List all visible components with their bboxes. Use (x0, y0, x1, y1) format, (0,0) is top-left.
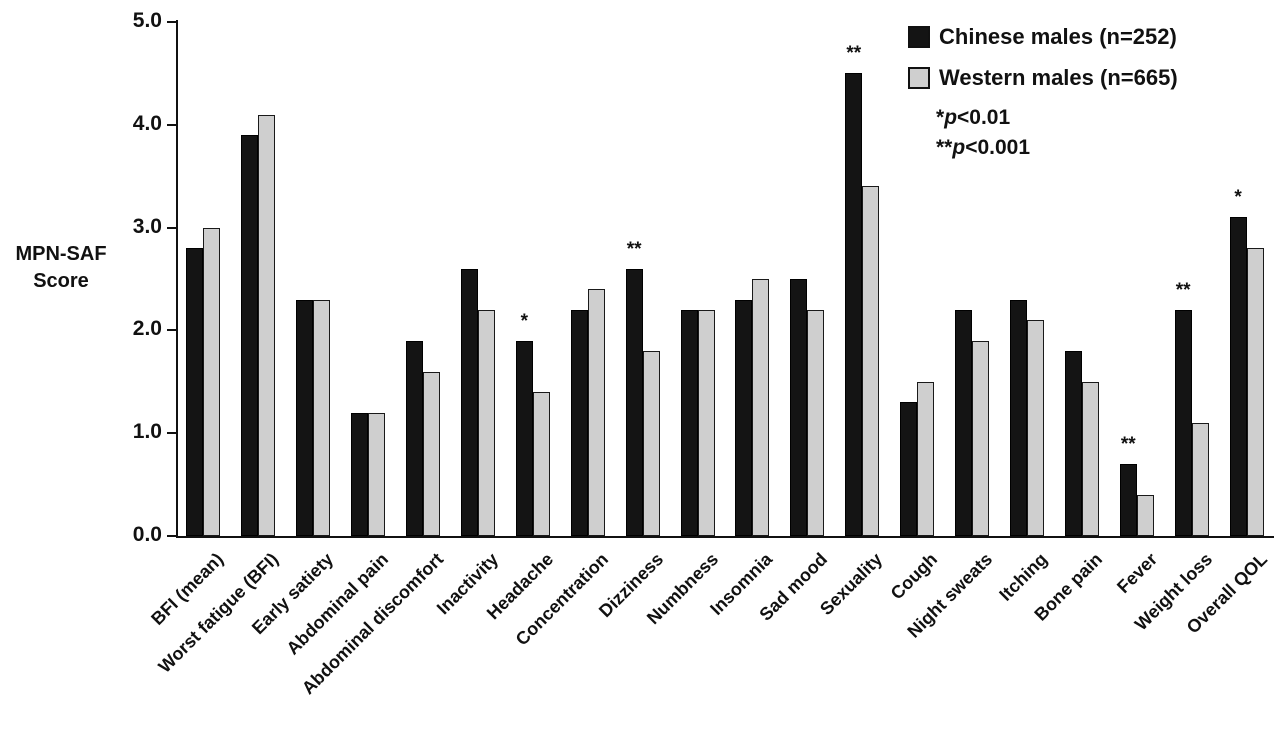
legend-label-chinese: Chinese males (n=252) (939, 24, 1177, 49)
bar-chinese (186, 248, 204, 536)
bar-chinese (1229, 217, 1247, 536)
bar-western (1246, 248, 1264, 536)
bar-chinese (1119, 464, 1137, 536)
bar-western (1026, 320, 1044, 536)
bar-chinese (900, 402, 918, 536)
significance-marker: ** (1175, 279, 1191, 301)
bar-chinese (1064, 350, 1082, 536)
bar-western (368, 412, 386, 536)
y-axis-title: MPN-SAF Score (0, 241, 122, 295)
bar-western (203, 227, 221, 536)
significance-marker: ** (1120, 434, 1136, 456)
y-axis-tick (167, 432, 176, 435)
significance-marker: ** (626, 238, 642, 260)
y-axis-title-line1: MPN-SAF (15, 243, 107, 265)
sig1-stars: * (936, 106, 945, 129)
bar-western (862, 186, 880, 536)
bar-chinese (625, 268, 643, 536)
y-axis-line (176, 20, 178, 538)
bar-chinese (296, 299, 314, 536)
bar-western (587, 289, 605, 536)
bar-chinese (1009, 299, 1027, 536)
bar-western (477, 309, 495, 536)
y-axis-tick-label: 1.0 (132, 420, 162, 444)
significance-marker: * (520, 310, 529, 332)
bar-chinese (680, 309, 698, 536)
bar-western (313, 299, 331, 536)
bar-western (642, 350, 660, 536)
y-axis-tick (167, 226, 176, 229)
sig2-stars: ** (936, 136, 953, 159)
significance-marker: * (1234, 187, 1242, 209)
y-axis-title-line2: Score (33, 270, 89, 292)
sig1-p: p (944, 106, 958, 129)
bar-chinese (406, 340, 424, 536)
legend-swatch-chinese-icon (908, 26, 930, 48)
legend-item-western: Western males (n=665) (908, 65, 1178, 91)
bar-western (532, 392, 550, 536)
significance-note-1: *p<0.01 (936, 106, 1178, 130)
bar-western (807, 309, 825, 536)
bar-western (1191, 422, 1209, 536)
x-axis-label: Fever (1112, 549, 1161, 598)
bar-chinese (351, 412, 369, 536)
bar-chinese (241, 135, 259, 536)
significance-note-2: **p<0.001 (936, 136, 1178, 160)
y-axis-tick-label: 3.0 (132, 214, 162, 238)
bar-western (697, 309, 715, 536)
legend-swatch-western-icon (908, 67, 930, 89)
bar-western (423, 371, 441, 536)
bar-western (1081, 381, 1099, 536)
bar-western (1136, 494, 1154, 536)
significance-marker: ** (846, 43, 862, 65)
bar-chinese (845, 73, 863, 536)
legend: Chinese males (n=252) Western males (n=6… (908, 24, 1178, 160)
y-axis-tick (167, 21, 176, 23)
bar-chinese (735, 299, 753, 536)
bar-chinese (1174, 309, 1192, 536)
bar-western (258, 114, 276, 536)
sig1-value: <0.01 (957, 106, 1011, 129)
y-axis-tick (167, 123, 176, 126)
sig2-p: p (952, 136, 966, 159)
legend-item-chinese: Chinese males (n=252) (908, 24, 1178, 50)
y-axis-tick-label: 0.0 (132, 523, 162, 546)
bar-chinese (570, 309, 588, 536)
legend-label-western: Western males (n=665) (939, 65, 1178, 90)
bar-chinese (790, 279, 808, 536)
y-axis-tick-label: 4.0 (132, 111, 162, 135)
y-axis-tick-label: 2.0 (132, 317, 162, 341)
x-axis-line (176, 536, 1274, 538)
y-axis-tick (167, 535, 176, 537)
bar-chinese (515, 340, 533, 536)
bar-western (917, 381, 935, 536)
bar-chinese (460, 268, 478, 536)
y-axis-tick (167, 329, 176, 332)
sig2-value: <0.001 (965, 136, 1031, 159)
bar-western (972, 340, 990, 536)
bar-western (752, 279, 770, 536)
bar-chinese (955, 309, 973, 536)
y-axis-tick-label: 5.0 (132, 9, 162, 32)
